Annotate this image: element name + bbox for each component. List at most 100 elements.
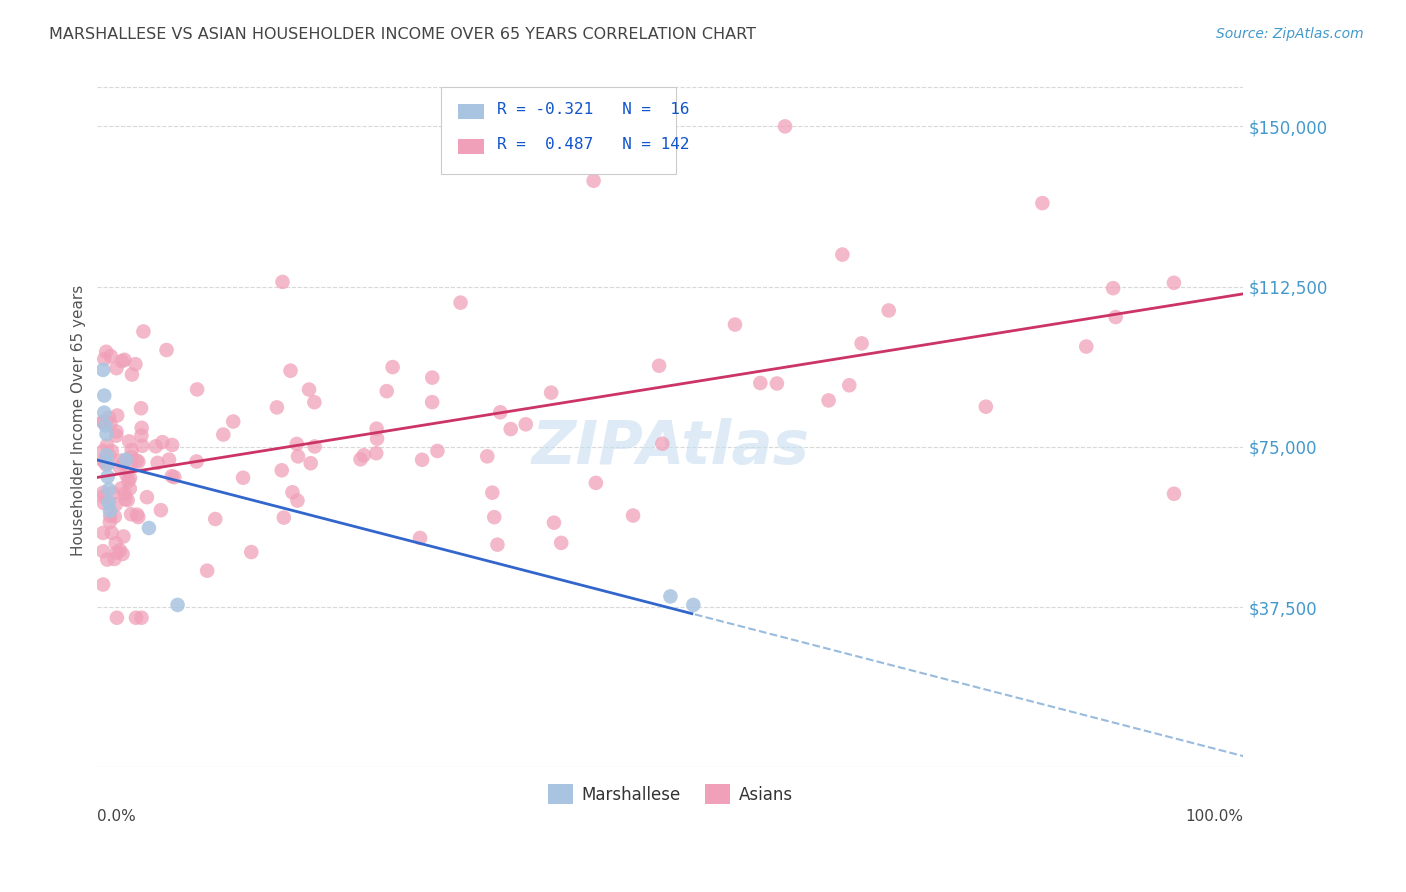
Point xyxy=(160,438,183,452)
Point xyxy=(540,385,562,400)
Point xyxy=(484,510,506,524)
Point xyxy=(105,428,128,442)
Point xyxy=(411,452,433,467)
Point xyxy=(266,401,288,415)
Point xyxy=(659,141,682,155)
Point xyxy=(104,536,127,550)
Point xyxy=(112,456,135,470)
Point xyxy=(96,552,118,566)
Point xyxy=(101,486,124,500)
Point xyxy=(486,538,509,552)
Point xyxy=(96,449,118,463)
Point xyxy=(149,503,172,517)
FancyBboxPatch shape xyxy=(441,87,676,174)
Point xyxy=(1105,310,1128,324)
Point xyxy=(353,448,375,462)
Point xyxy=(91,490,114,504)
Point xyxy=(366,432,388,446)
Point xyxy=(773,120,796,134)
FancyBboxPatch shape xyxy=(458,104,484,120)
Point xyxy=(91,544,114,558)
Point xyxy=(120,508,142,522)
Point xyxy=(104,497,127,511)
Point xyxy=(155,343,177,357)
Point xyxy=(93,388,115,402)
Point xyxy=(103,552,125,566)
Point xyxy=(146,456,169,470)
Point xyxy=(105,361,128,376)
Point xyxy=(125,611,148,625)
Point xyxy=(127,455,149,469)
Point xyxy=(659,590,682,604)
Point xyxy=(131,428,153,442)
Point xyxy=(101,444,124,458)
Point xyxy=(138,521,160,535)
Point xyxy=(409,531,432,545)
Point xyxy=(298,383,321,397)
Point xyxy=(98,449,121,463)
Point xyxy=(749,376,772,390)
Point xyxy=(1163,276,1185,290)
Point xyxy=(127,510,149,524)
Point xyxy=(281,485,304,500)
Point xyxy=(499,422,522,436)
Point xyxy=(838,378,860,392)
Point xyxy=(117,493,139,508)
Point xyxy=(96,427,118,442)
Point xyxy=(98,508,121,523)
Point xyxy=(111,547,134,561)
Point xyxy=(136,490,159,504)
Point xyxy=(204,512,226,526)
Point xyxy=(515,417,537,432)
Point xyxy=(98,504,121,518)
Point xyxy=(114,486,136,500)
Point xyxy=(1076,339,1098,353)
Point xyxy=(550,536,572,550)
Point xyxy=(97,457,120,471)
Point xyxy=(96,458,118,472)
Point xyxy=(91,485,114,500)
Point xyxy=(152,435,174,450)
Point xyxy=(121,368,143,382)
Text: Source: ZipAtlas.com: Source: ZipAtlas.com xyxy=(1216,27,1364,41)
Point xyxy=(648,359,671,373)
Point xyxy=(349,452,371,467)
Point xyxy=(232,471,254,485)
Point xyxy=(304,395,326,409)
Point xyxy=(420,395,443,409)
Point xyxy=(100,417,122,431)
Point xyxy=(366,446,388,460)
Point xyxy=(1102,281,1125,295)
Point xyxy=(97,410,120,425)
Point xyxy=(489,405,512,419)
Point xyxy=(94,455,117,469)
Text: MARSHALLESE VS ASIAN HOUSEHOLDER INCOME OVER 65 YEARS CORRELATION CHART: MARSHALLESE VS ASIAN HOUSEHOLDER INCOME … xyxy=(49,27,756,42)
Text: ZIPAtlas: ZIPAtlas xyxy=(531,418,810,477)
Point xyxy=(145,439,167,453)
Point xyxy=(104,509,127,524)
Point xyxy=(105,611,128,625)
Point xyxy=(299,456,322,470)
Point xyxy=(117,474,139,488)
Point xyxy=(974,400,997,414)
Point xyxy=(114,352,136,367)
Point xyxy=(125,508,148,522)
Point xyxy=(91,415,114,429)
Text: 100.0%: 100.0% xyxy=(1185,809,1243,824)
Point xyxy=(766,376,789,391)
Point xyxy=(100,349,122,363)
Point xyxy=(817,393,839,408)
Point xyxy=(115,452,138,467)
Point xyxy=(222,415,245,429)
Point xyxy=(682,598,704,612)
Point xyxy=(157,452,180,467)
Point xyxy=(129,401,152,416)
Point xyxy=(120,450,142,464)
Point xyxy=(91,453,114,467)
Point xyxy=(121,443,143,458)
Point xyxy=(212,427,235,442)
Point xyxy=(186,383,208,397)
Point xyxy=(166,598,188,612)
Point xyxy=(287,493,309,508)
Point xyxy=(115,468,138,483)
